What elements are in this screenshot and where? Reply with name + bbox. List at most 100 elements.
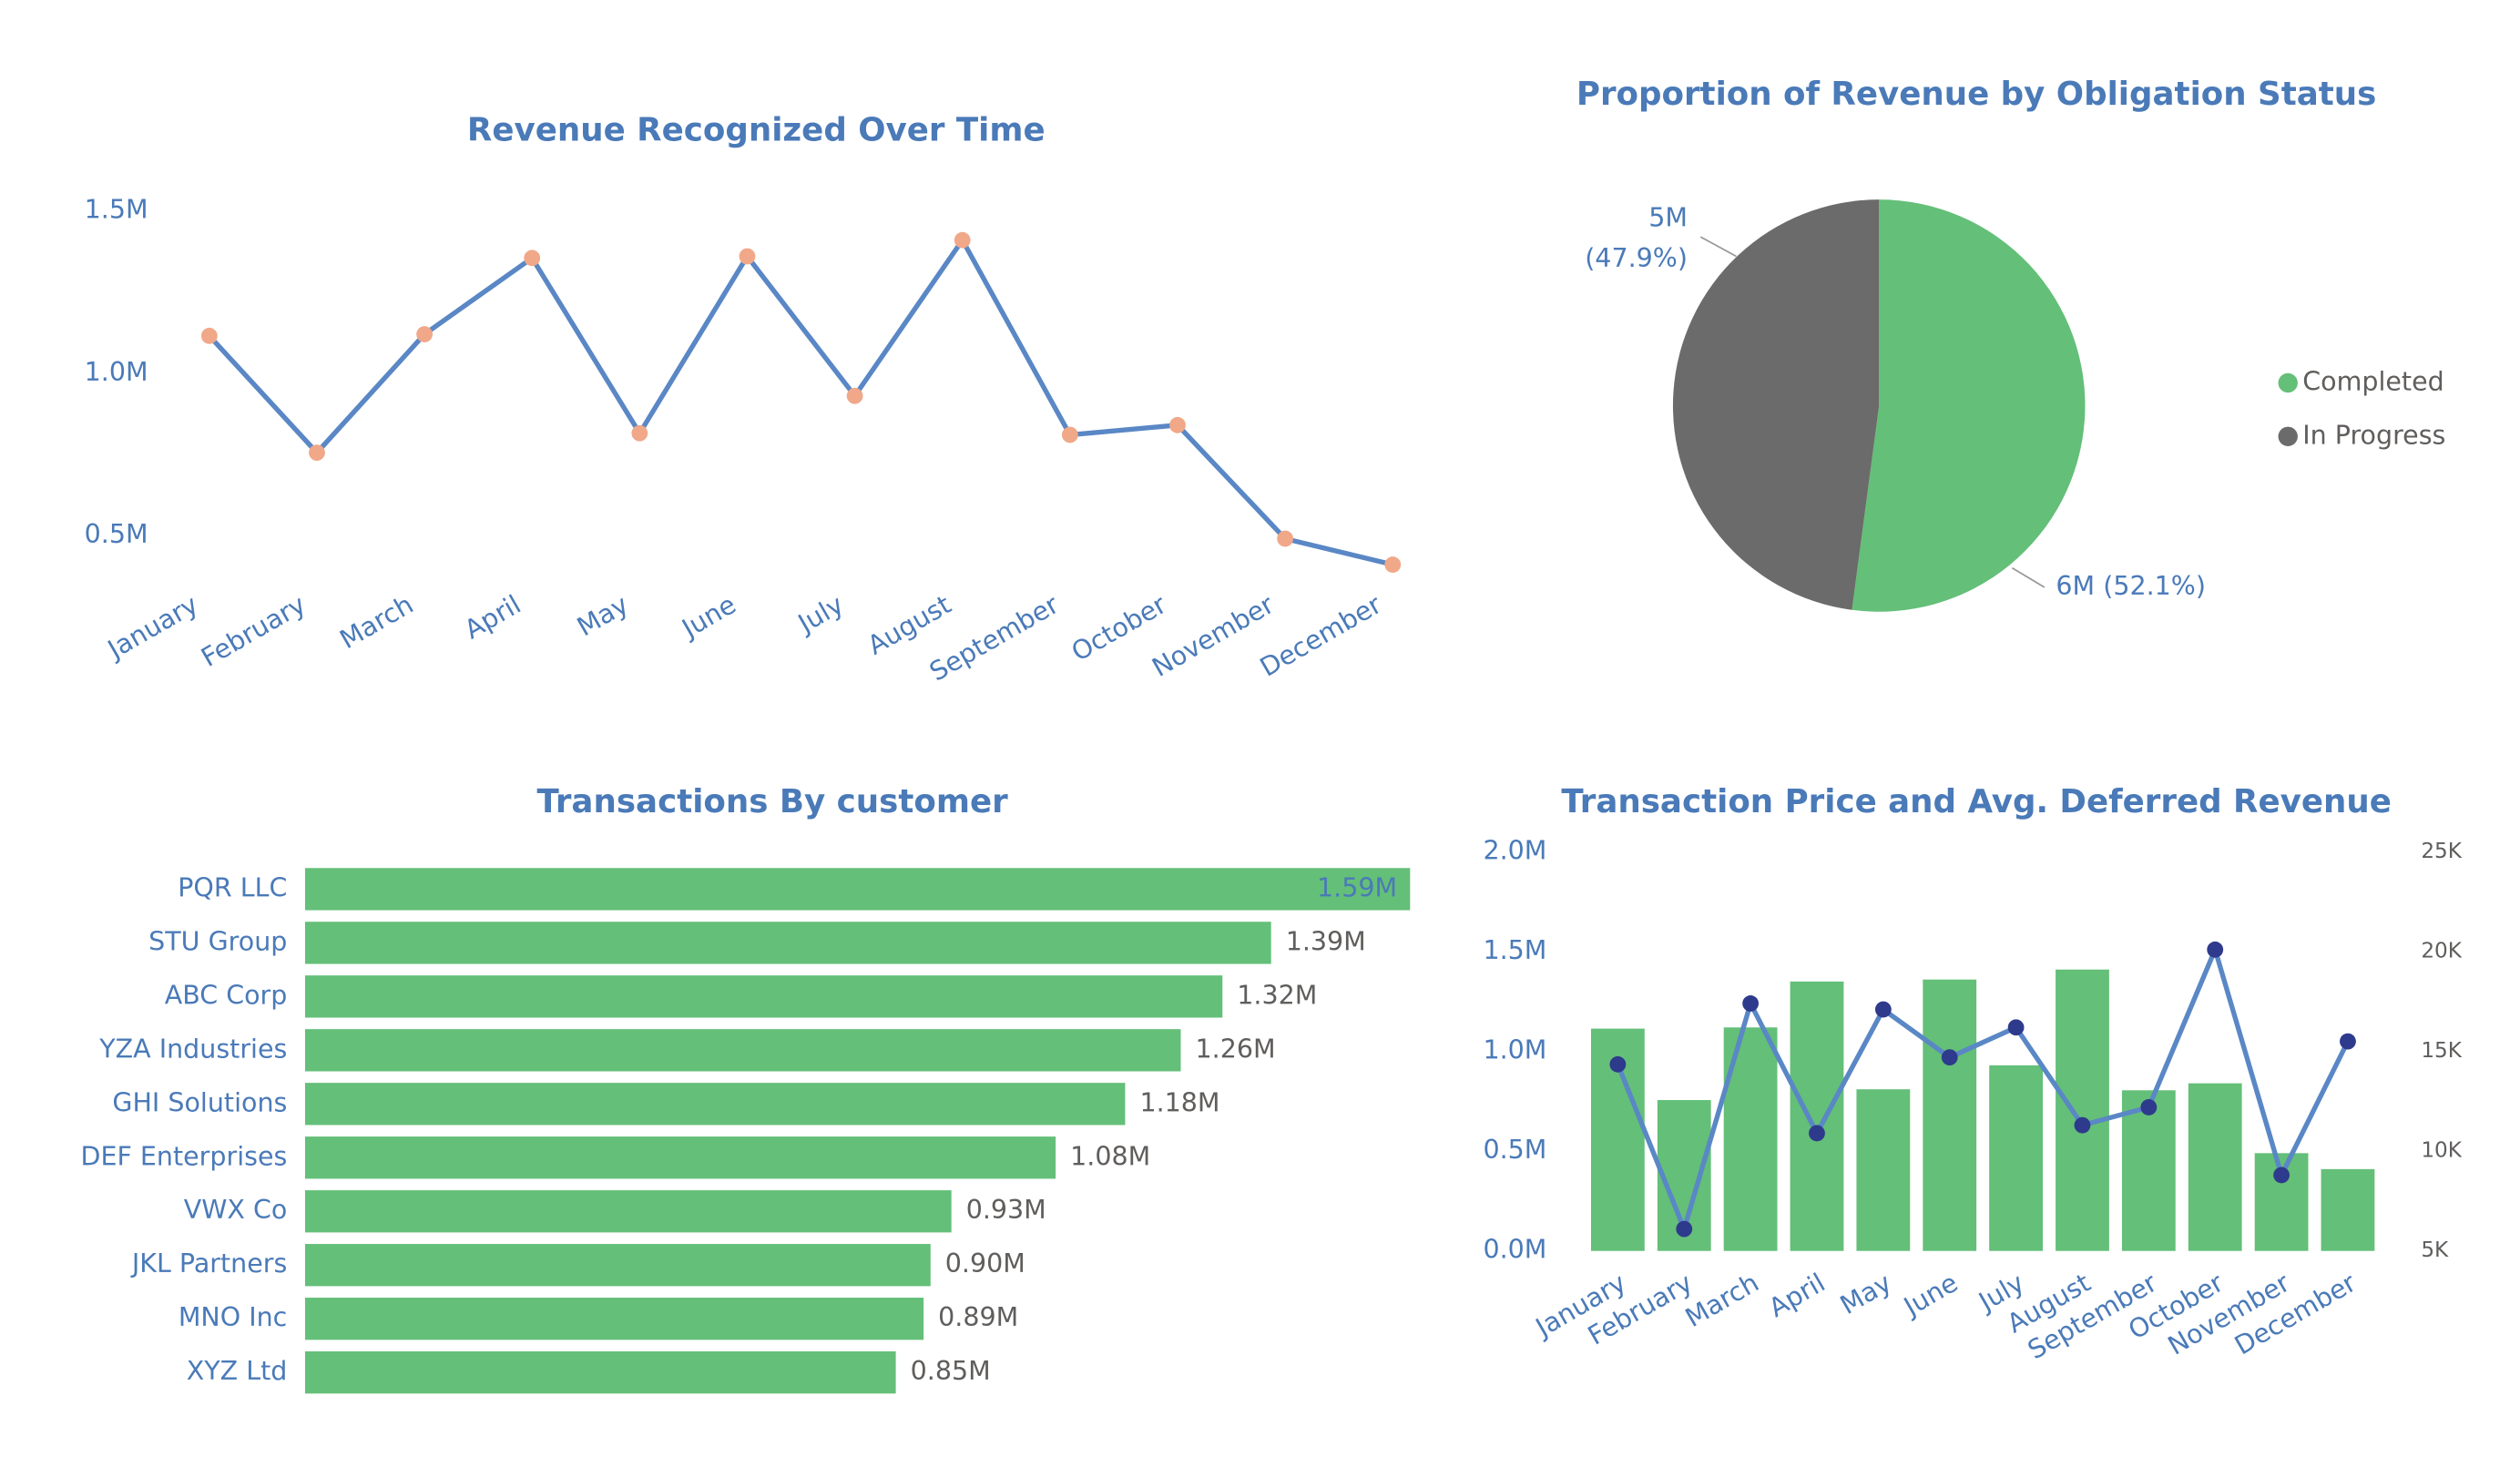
legend-swatch: [2278, 372, 2298, 393]
data-label: 1.26M: [1196, 1034, 1276, 1064]
x-tick-label: November: [1147, 589, 1279, 683]
chart-title: Proportion of Revenue by Obligation Stat…: [1576, 76, 2377, 113]
marker: [1609, 1055, 1627, 1073]
bar: [2121, 1090, 2176, 1251]
y-tick-label: GHI Solutions: [112, 1087, 287, 1117]
x-tick-label: March: [335, 589, 419, 655]
y-tick-label: 2.0M: [1483, 835, 1546, 865]
data-label: 0.89M: [938, 1302, 1018, 1332]
chart-title: Transactions By customer: [536, 783, 1008, 820]
bar: [304, 1350, 896, 1394]
y-tick-label: JKL Partners: [130, 1248, 287, 1279]
y-tick-label: 1.5M: [1483, 935, 1546, 965]
chart-title: Transaction Price and Avg. Deferred Reve…: [1561, 783, 2392, 820]
bar: [2188, 1083, 2242, 1251]
y-tick-label: 0.0M: [1483, 1235, 1546, 1265]
marker: [416, 326, 434, 342]
y-tick-label: ABC Corp: [165, 980, 288, 1010]
marker: [631, 424, 648, 442]
y-tick-label: 1.5M: [85, 195, 148, 225]
bar: [2321, 1168, 2375, 1251]
bar: [304, 1029, 1181, 1072]
data-label: 1.59M: [1317, 872, 1397, 902]
y-tick-label: 1.0M: [85, 357, 148, 387]
y-tick-label: 0.5M: [85, 519, 148, 549]
bar: [304, 1298, 924, 1340]
bar: [304, 1244, 931, 1287]
bar: [1923, 979, 1977, 1251]
x-tick-label: April: [1764, 1268, 1831, 1323]
legend-label: Completed: [2302, 366, 2443, 396]
x-tick-label: June: [1897, 1268, 1963, 1323]
bar: [304, 868, 1411, 911]
y2-tick-label: 10K: [2421, 1139, 2462, 1163]
marker: [846, 387, 863, 404]
bar: [304, 1136, 1056, 1179]
leader-line: [1699, 236, 1737, 258]
data-label: 1.32M: [1237, 980, 1317, 1010]
data-label: 0.90M: [945, 1248, 1025, 1279]
marker: [1277, 530, 1294, 547]
data-label: 6M (52.1%): [2056, 571, 2206, 601]
marker: [1061, 426, 1078, 443]
marker: [954, 231, 971, 249]
data-label: 1.08M: [1070, 1141, 1150, 1171]
marker: [1742, 995, 1760, 1012]
y2-tick-label: 5K: [2421, 1238, 2449, 1262]
marker: [1169, 416, 1186, 433]
x-tick-label: June: [676, 589, 741, 645]
y2-tick-label: 15K: [2421, 1039, 2462, 1063]
marker: [2074, 1116, 2091, 1134]
pie-slice: [1852, 199, 2086, 612]
data-label: 1.39M: [1286, 926, 1366, 956]
data-label: 0.93M: [966, 1195, 1046, 1225]
pie-slice: [1672, 199, 1880, 610]
marker: [739, 248, 756, 265]
leader-line: [2011, 566, 2046, 588]
y-tick-label: XYZ Ltd: [187, 1356, 288, 1386]
y-tick-label: VWX Co: [184, 1195, 288, 1225]
data-label: 5M (47.9%): [1585, 203, 1688, 274]
x-tick-label: July: [791, 589, 849, 639]
marker: [2007, 1019, 2025, 1036]
data-label: 0.85M: [911, 1356, 991, 1386]
x-tick-label: March: [1680, 1268, 1764, 1333]
legend-label: In Progress: [2302, 420, 2445, 450]
marker: [2207, 941, 2224, 958]
marker: [1809, 1125, 1825, 1142]
marker: [1874, 1001, 1892, 1018]
bar: [1989, 1065, 2043, 1251]
x-tick-label: December: [1255, 589, 1387, 683]
bar: [304, 1190, 952, 1233]
bar: [304, 922, 1271, 964]
x-tick-label: January: [101, 589, 203, 666]
x-tick-label: May: [1835, 1268, 1897, 1320]
y-tick-label: MNO Inc: [179, 1302, 288, 1332]
y-tick-label: YZA Industries: [98, 1034, 287, 1064]
y2-tick-label: 20K: [2421, 939, 2462, 963]
line: [1615, 942, 2351, 1237]
bar: [304, 1083, 1126, 1126]
marker: [1384, 556, 1402, 573]
bar: [304, 975, 1223, 1018]
marker: [2140, 1099, 2158, 1116]
y-tick-label: 1.0M: [1483, 1035, 1546, 1065]
legend-swatch: [2278, 426, 2298, 446]
x-tick-label: February: [196, 589, 311, 673]
data-label: 1.18M: [1139, 1087, 1219, 1117]
marker: [524, 250, 541, 267]
marker: [2340, 1033, 2356, 1050]
y2-tick-label: 25K: [2421, 840, 2462, 863]
chart-title: Revenue Recognized Over Time: [467, 111, 1046, 148]
x-tick-label: April: [460, 589, 526, 645]
y-tick-label: PQR LLC: [178, 872, 287, 902]
y-tick-label: STU Group: [148, 926, 287, 956]
marker: [1941, 1049, 1958, 1066]
bar: [1856, 1089, 1911, 1251]
marker: [200, 327, 218, 344]
x-tick-label: May: [572, 589, 634, 642]
marker: [1676, 1220, 1693, 1238]
y-tick-label: 0.5M: [1483, 1135, 1546, 1165]
line: [207, 235, 1393, 567]
bar: [2056, 969, 2109, 1251]
